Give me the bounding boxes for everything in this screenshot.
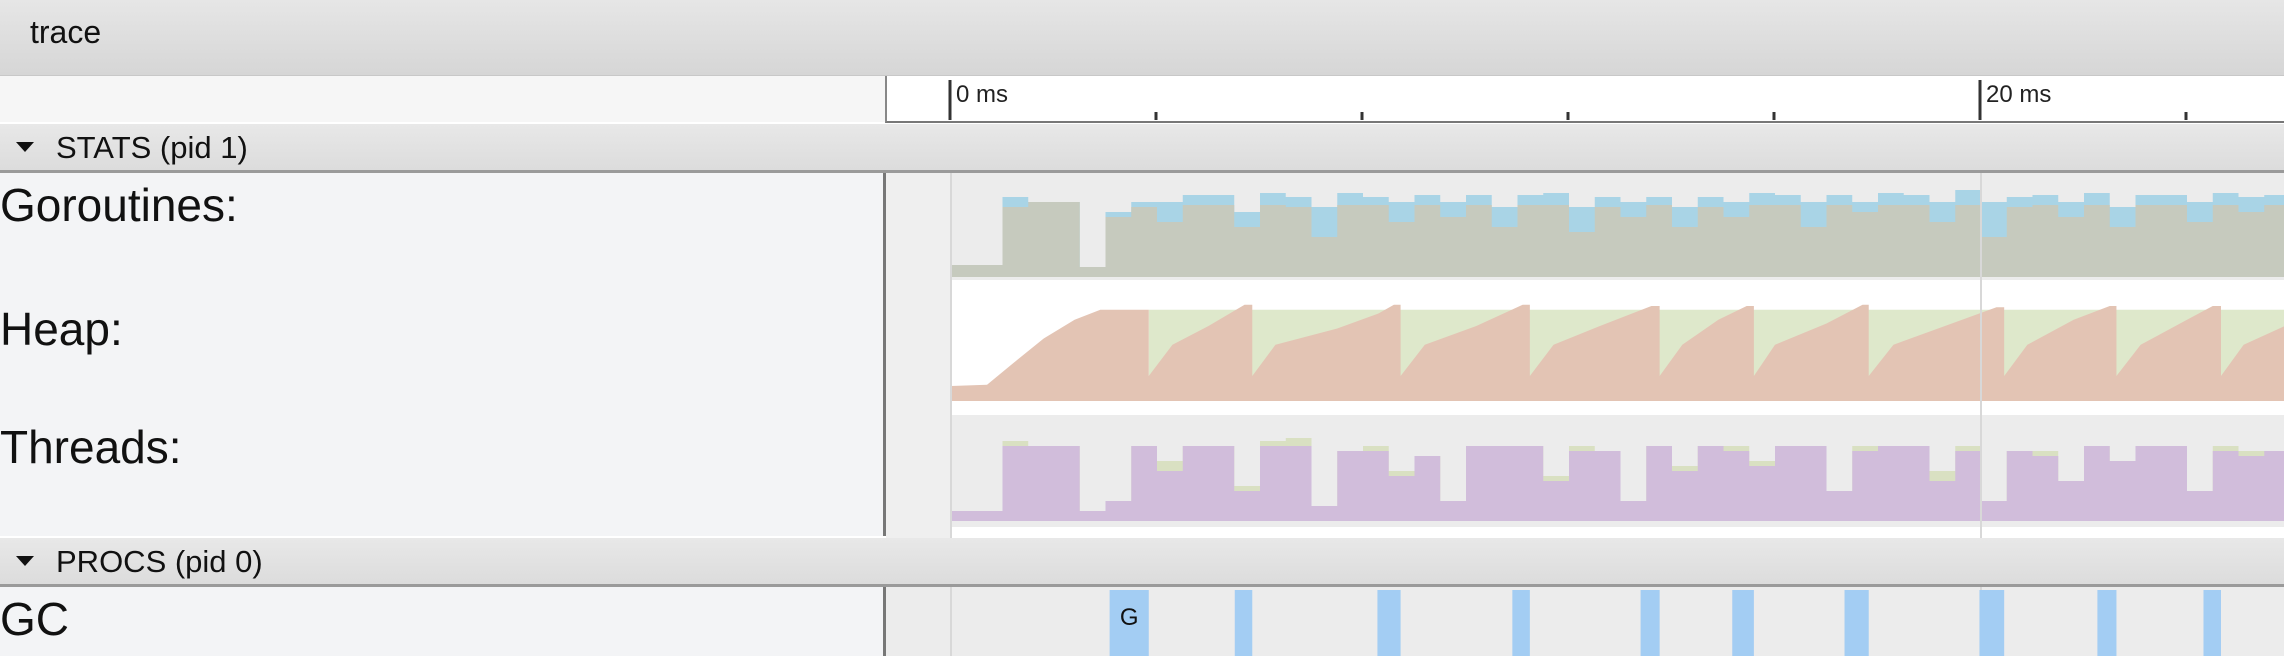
group-header-procs[interactable]: PROCS (pid 0): [0, 538, 2284, 587]
group-label: PROCS (pid 0): [56, 544, 263, 579]
gc-slice[interactable]: [1109, 590, 1149, 656]
stats-label-pane: [0, 173, 886, 536]
time-ruler-ticks: 0 ms 20 ms: [948, 80, 2188, 120]
track-label-heap: Heap:: [0, 303, 123, 355]
collapse-triangle-icon[interactable]: [16, 142, 34, 152]
gc-slice[interactable]: [1732, 590, 1754, 656]
gc-slice[interactable]: [1640, 590, 1660, 656]
gc-slice[interactable]: [2097, 590, 2117, 656]
gc-slice[interactable]: [1979, 590, 2005, 656]
track-label-gc: GC: [0, 593, 69, 645]
gc-track[interactable]: G: [886, 587, 2284, 656]
gc-slice[interactable]: [1377, 590, 1401, 656]
window-title: trace: [30, 14, 102, 50]
threads-running-area: [951, 446, 2284, 521]
ruler-label: 20 ms: [1986, 81, 2051, 108]
group-header-stats[interactable]: STATS (pid 1): [0, 124, 2284, 173]
title-bar: [0, 0, 2284, 76]
goroutines-running-area: [951, 202, 2284, 277]
track-label-threads: Threads:: [0, 421, 182, 473]
group-label: STATS (pid 1): [56, 130, 248, 165]
track-label-goroutines: Goroutines:: [0, 179, 238, 231]
heap-allocated-area: [951, 304, 2284, 401]
gc-slice-label: G: [1120, 604, 1139, 631]
pre-trace-region: [886, 173, 951, 538]
stats-tracks[interactable]: [886, 173, 2284, 538]
gc-track-bg: [886, 587, 2284, 656]
time-ruler[interactable]: [885, 76, 2284, 123]
gc-slice[interactable]: [1512, 590, 1530, 656]
gc-slice[interactable]: [1844, 590, 1869, 656]
collapse-triangle-icon[interactable]: [16, 556, 34, 566]
procs-label-pane: [0, 587, 886, 656]
gc-slice[interactable]: [1234, 590, 1253, 656]
ruler-label: 0 ms: [956, 81, 1008, 108]
gc-slice[interactable]: [2203, 590, 2221, 656]
